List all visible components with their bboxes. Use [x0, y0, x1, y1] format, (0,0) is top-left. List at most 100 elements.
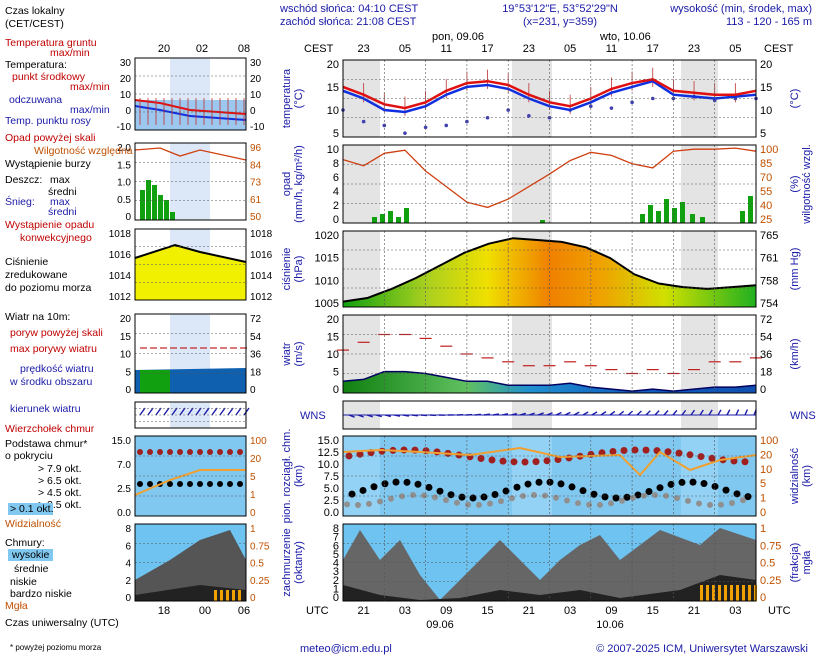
main-panels: 20151052015105temperatura(°C)(°C)1086420… [281, 43, 816, 631]
rain-bar [404, 208, 409, 223]
legend-tick: 30 [120, 58, 132, 69]
sunrise-text: wschód słońca: 04:10 CEST [279, 3, 418, 15]
legend-rain-bar [152, 185, 157, 220]
wind-right-tick: 54 [760, 332, 772, 344]
legend-fog: Mgła [5, 600, 28, 612]
cloud-base-dot [646, 488, 653, 495]
footer-note: * powyżej poziomu morza [10, 643, 102, 652]
legend-clouds-title: Chmury: [5, 537, 45, 549]
rain-bar [656, 211, 661, 223]
press-right-tick: 761 [760, 253, 778, 265]
precip-right-tick: 70 [760, 172, 772, 184]
legend-press-2: zredukowane [5, 269, 68, 281]
cloud-base-dot [723, 487, 730, 494]
cloud-base-dot [448, 491, 455, 498]
wind-arrow [484, 414, 490, 415]
legend-utc: Czas uniwersalny (UTC) [5, 617, 119, 629]
top-hour-label: 17 [481, 43, 493, 55]
legend-top-dot [187, 449, 193, 455]
legend-clouds-high: wysokie [11, 549, 50, 561]
compass-right: WNS [790, 410, 816, 422]
legend-cb-79: > 7.9 okt. [38, 463, 82, 475]
legend-temperature: Temperatura: [5, 59, 67, 71]
legend-top-dot [167, 449, 173, 455]
legend-tick: 10 [120, 90, 132, 101]
legend-tick: -10 [250, 122, 265, 133]
temp-right-axis-label: (°C) [789, 89, 801, 109]
legend-snow-mid: średni [48, 206, 77, 218]
cloud-top-dot [687, 451, 694, 458]
legend-top-dot [157, 449, 163, 455]
email-link[interactable]: meteo@icm.edu.pl [300, 643, 392, 655]
precip-left-tick: 6 [333, 172, 339, 184]
legend-gust: max porywy wiatru [10, 343, 97, 355]
legend-tick: 50 [250, 212, 262, 223]
cover-right-tick: 1 [760, 523, 766, 535]
fog-bar [730, 585, 733, 601]
rain-bar [648, 205, 653, 223]
bottom-hour-label: 03 [564, 605, 576, 617]
bottom-date-2: 10.06 [596, 619, 624, 631]
wind-right-axis-label: (km/h) [789, 338, 801, 369]
legend-temp-maxmin: max/min [70, 81, 110, 93]
cloud-base-dot-light [443, 497, 449, 503]
dew-point-dot [527, 114, 531, 118]
legend-tick: 61 [250, 195, 262, 206]
legend-tick: -10 [117, 122, 132, 133]
legend-tick: 54 [250, 332, 262, 343]
cloud-base-dot-light [388, 496, 394, 502]
cloud-base-dot-light [454, 500, 460, 506]
legend-tick: 0 [125, 212, 131, 223]
temp-right-tick: 5 [760, 128, 766, 140]
legend-tick: 1014 [109, 271, 132, 282]
cloud-base-dot-light [619, 498, 625, 504]
cloud-base-dot [360, 487, 367, 494]
legend-rain-bar [158, 195, 163, 220]
cloud-top-dot [632, 447, 639, 454]
legend-rain: Deszcz: [5, 174, 42, 186]
precip-right-tick: 25 [760, 214, 772, 226]
legend-rain-bar [164, 200, 169, 220]
cloud-base-dot [580, 487, 587, 494]
rain-bar [748, 196, 753, 223]
precip-axis-label: opad [281, 172, 293, 196]
wind-right-tick: 72 [760, 314, 772, 326]
cover-right-tick: 0.25 [760, 575, 781, 587]
legend-tick: 1.0 [117, 178, 131, 189]
press-left-tick: 1015 [315, 253, 339, 265]
legend-rain-bar [170, 212, 175, 220]
rain-bar [372, 217, 377, 223]
fog-bar [706, 585, 709, 601]
precip-right-tick: 100 [760, 144, 778, 156]
dew-point-dot [610, 106, 614, 110]
legend-tick: 1014 [250, 271, 273, 282]
cloud-top-dot [401, 447, 408, 454]
precip-left-tick: 8 [333, 158, 339, 170]
cloud-base-dot [690, 479, 697, 486]
cloud-top-dot [500, 458, 507, 465]
legend-tick: 1018 [250, 229, 273, 240]
legend-tick: 73 [250, 178, 262, 189]
cloud-base-dot [459, 494, 466, 501]
legend-tick: 0.5 [250, 559, 264, 570]
wind-left-tick: 15 [327, 332, 339, 344]
top-hour-label: 23 [523, 43, 535, 55]
legend-tick: 96 [250, 143, 262, 154]
cloud-base-dot-light [597, 502, 603, 508]
legend-fog-bar [238, 590, 241, 601]
footer: * powyżej poziomu morza meteo@icm.edu.pl… [10, 643, 808, 655]
legend-conv-1: Wystąpienie opadu [5, 219, 94, 231]
height-label: wysokość (min, środek, max) [669, 3, 812, 15]
precip-left-tick: 2 [333, 200, 339, 212]
legend-clouds-mid: średnie [14, 563, 49, 575]
legend-base-dot [137, 481, 143, 487]
press-right-tick: 754 [760, 298, 778, 310]
legend-precip-over: Opad powyżej skali [5, 132, 95, 144]
cloud-top-dot [511, 458, 518, 465]
cloud-base-dot-light [355, 502, 361, 508]
legend-time-title: Czas lokalny [5, 5, 65, 17]
legend-top-dot [177, 449, 183, 455]
press-right-tick: 765 [760, 230, 778, 242]
